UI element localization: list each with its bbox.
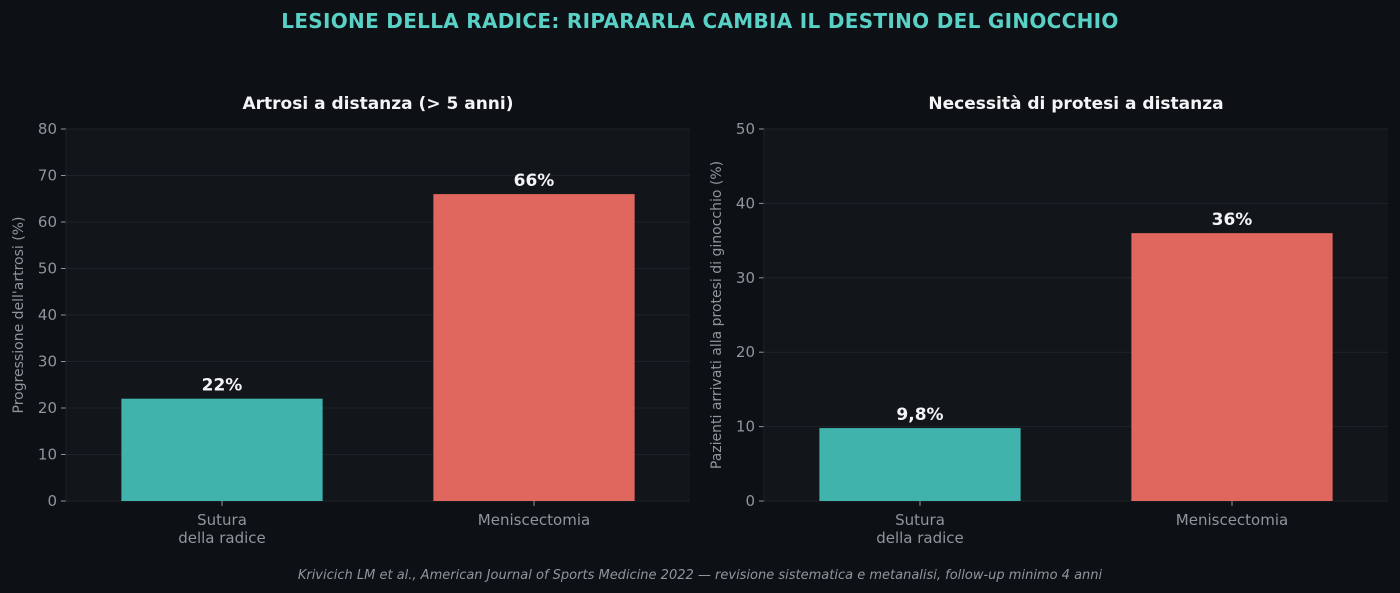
y-tick-label: 40 [38, 306, 57, 324]
y-tick-label: 30 [38, 353, 57, 371]
y-axis-label: Pazienti arrivati alla protesi di ginocc… [709, 161, 725, 469]
y-tick-label: 50 [38, 260, 57, 278]
data-label: 9,8% [896, 405, 943, 425]
data-label: 66% [514, 171, 555, 191]
y-tick-label: 80 [38, 120, 57, 138]
y-tick-label: 70 [38, 167, 57, 185]
data-label: 36% [1212, 210, 1253, 230]
x-tick-label: Sutura [895, 511, 945, 529]
x-tick-label: Meniscectomia [1176, 511, 1288, 529]
data-label: 22% [202, 376, 243, 396]
x-tick-label: della radice [876, 529, 964, 547]
y-axis-label: Progressione dell'artrosi (%) [11, 217, 27, 414]
x-tick-label: Meniscectomia [478, 511, 590, 529]
figure-title: LESIONE DELLA RADICE: RIPARARLA CAMBIA I… [281, 9, 1118, 33]
bar [819, 428, 1021, 501]
bar [121, 398, 323, 501]
y-tick-label: 10 [736, 418, 755, 436]
chart-panel-osteoarthritis: 0 10 20 30 40 50 60 70 80 Artrosi a distanza (> 5… [11, 94, 690, 547]
y-tick-label: 20 [38, 399, 57, 417]
y-tick-label: 50 [736, 120, 755, 138]
bar [433, 194, 635, 501]
y-tick-label: 60 [38, 213, 57, 231]
chart-title: Artrosi a distanza (> 5 anni) [242, 94, 513, 114]
chart-panel-knee-replacement: 0 10 20 30 40 50 Necessità di protesi a distan… [709, 94, 1388, 547]
x-tick-label: Sutura [197, 511, 247, 529]
y-tick-label: 20 [736, 343, 755, 361]
source-footnote: Krivicich LM et al., American Journal of… [298, 568, 1103, 583]
chart-title: Necessità di protesi a distanza [928, 94, 1223, 114]
bar [1131, 233, 1333, 501]
x-tick-label: della radice [178, 529, 266, 547]
y-tick-label: 30 [736, 269, 755, 287]
y-tick-label: 0 [47, 492, 57, 510]
y-tick-label: 40 [736, 194, 755, 212]
y-tick-label: 10 [38, 446, 57, 464]
y-tick-label: 0 [745, 492, 755, 510]
